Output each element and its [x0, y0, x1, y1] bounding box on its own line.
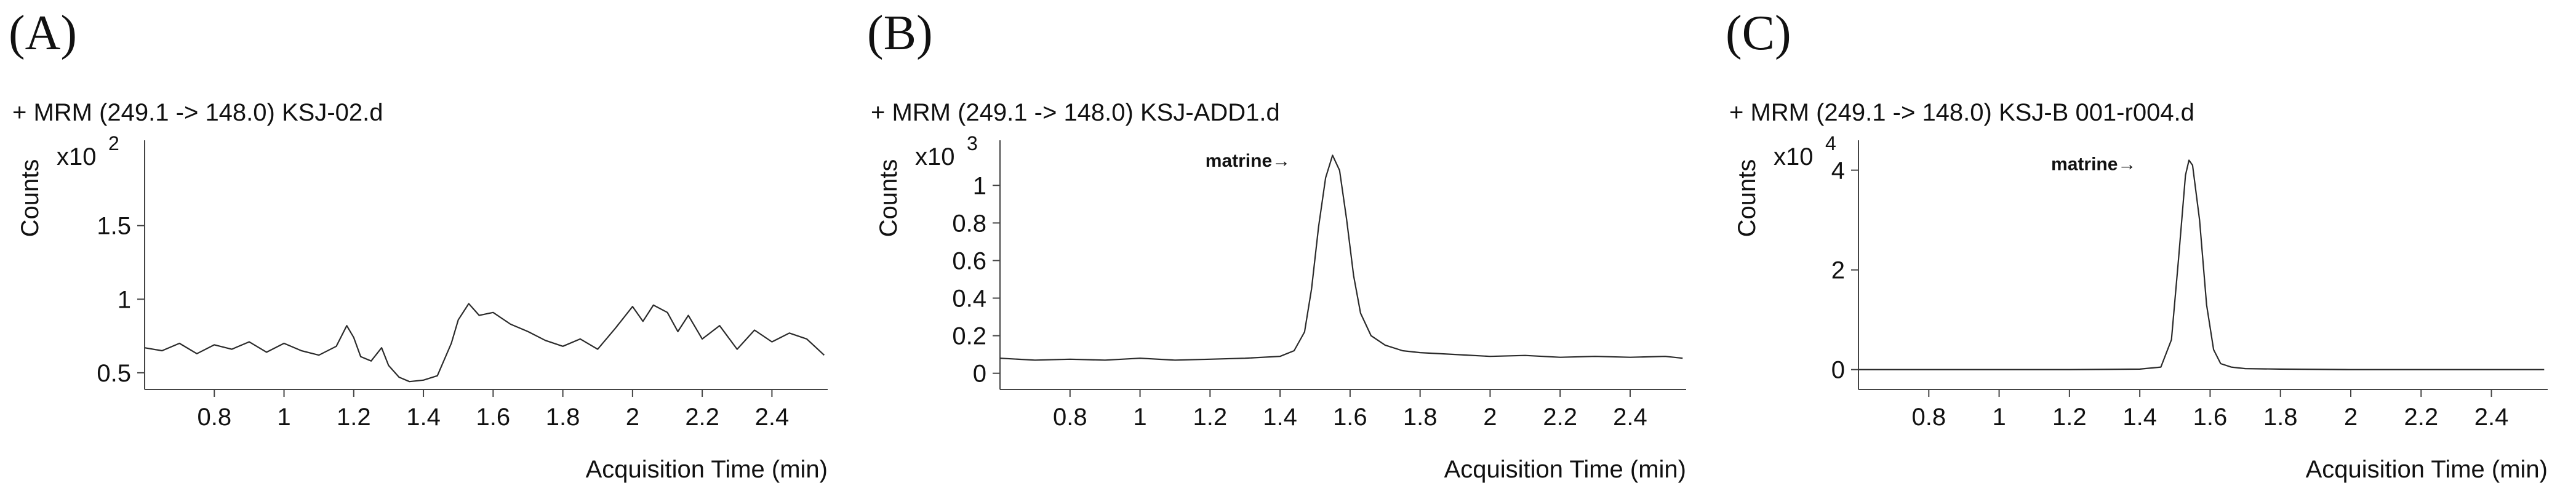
x-tick-label: 1.8	[546, 404, 580, 431]
x-tick-label: 1.2	[2052, 404, 2087, 431]
x-tick-label: 1.2	[337, 404, 371, 431]
x-tick-label: 2	[626, 404, 639, 431]
y-tick-label: 2	[1831, 257, 1845, 284]
y-scale-multiplier: x10	[1774, 143, 1814, 170]
x-tick-label: 2.4	[1613, 404, 1647, 431]
y-axis-label: Counts	[1734, 159, 1761, 238]
peak-annotation: matrine→	[2051, 154, 2136, 175]
x-tick-label: 2	[2344, 404, 2358, 431]
chart-panel-1: (A) + MRM (249.1 -> 148.0) KSJ-02.d Counts…	[9, 6, 828, 483]
chromatogram-trace	[999, 154, 1683, 361]
x-tick-label: 1.8	[1403, 404, 1438, 431]
x-tick-label: 0.8	[1053, 404, 1087, 431]
y-tick-label: 0	[973, 361, 986, 388]
y-axis-label: Counts	[875, 159, 902, 238]
x-tick-label: 2.2	[2404, 404, 2438, 431]
peak-annotation: matrine→	[1206, 151, 1290, 171]
chart-title: + MRM (249.1 -> 148.0) KSJ-ADD1.d	[871, 99, 1280, 126]
y-scale-exponent: 2	[108, 132, 119, 154]
chromatogram-trace	[1858, 159, 2545, 370]
y-tick-label: 0	[1831, 357, 1845, 384]
y-tick-label: 0.4	[952, 285, 986, 313]
chart-panel-3: (C) + MRM (249.1 -> 148.0) KSJ-B 001-r004…	[1726, 6, 2548, 483]
y-tick-label: 0.8	[952, 210, 986, 237]
x-tick-label: 2.2	[1543, 404, 1577, 431]
y-scale-exponent: 3	[967, 132, 978, 154]
y-axis-label: Counts	[17, 159, 44, 238]
x-tick-label: 0.8	[1911, 404, 1946, 431]
chart-title: + MRM (249.1 -> 148.0) KSJ-02.d	[12, 99, 383, 126]
panel-label: (A)	[9, 6, 77, 60]
x-tick-label: 1.6	[1333, 404, 1367, 431]
x-tick-label: 1.8	[2263, 404, 2298, 431]
x-tick-label: 1.6	[2193, 404, 2228, 431]
chart-title: + MRM (249.1 -> 148.0) KSJ-B 001-r004.d	[1729, 99, 2194, 126]
y-scale-exponent: 4	[1825, 132, 1836, 154]
x-tick-label: 1	[1992, 404, 2006, 431]
y-tick-label: 1.5	[97, 213, 131, 240]
x-tick-label: 1	[1133, 404, 1146, 431]
y-tick-label: 0.5	[97, 360, 131, 387]
y-scale-multiplier: x10	[915, 143, 955, 170]
x-axis-label: Acquisition Time (min)	[2306, 456, 2548, 483]
y-tick-label: 4	[1831, 158, 1845, 185]
x-tick-label: 1.6	[476, 404, 511, 431]
x-tick-label: 0.8	[197, 404, 231, 431]
x-tick-label: 1.4	[1263, 404, 1297, 431]
y-tick-label: 1	[973, 172, 986, 199]
x-tick-label: 1.2	[1193, 404, 1228, 431]
x-tick-label: 2.2	[685, 404, 719, 431]
chromatogram-trace	[144, 303, 825, 383]
y-tick-label: 1	[118, 286, 131, 313]
y-tick-label: 0.6	[952, 247, 986, 274]
panel-label: (C)	[1726, 6, 1791, 60]
x-tick-label: 2.4	[2474, 404, 2509, 431]
panel-label: (B)	[867, 6, 933, 60]
y-scale-multiplier: x10	[57, 143, 97, 170]
x-tick-label: 2	[1483, 404, 1497, 431]
chart-panel-2: (B) + MRM (249.1 -> 148.0) KSJ-ADD1.d Coun…	[867, 6, 1686, 483]
x-tick-label: 1.4	[406, 404, 441, 431]
x-tick-label: 1	[277, 404, 290, 431]
x-axis-label: Acquisition Time (min)	[1444, 456, 1686, 483]
x-tick-label: 1.4	[2122, 404, 2157, 431]
y-tick-label: 0.2	[952, 323, 986, 350]
x-axis-label: Acquisition Time (min)	[586, 456, 828, 483]
x-tick-label: 2.4	[755, 404, 790, 431]
